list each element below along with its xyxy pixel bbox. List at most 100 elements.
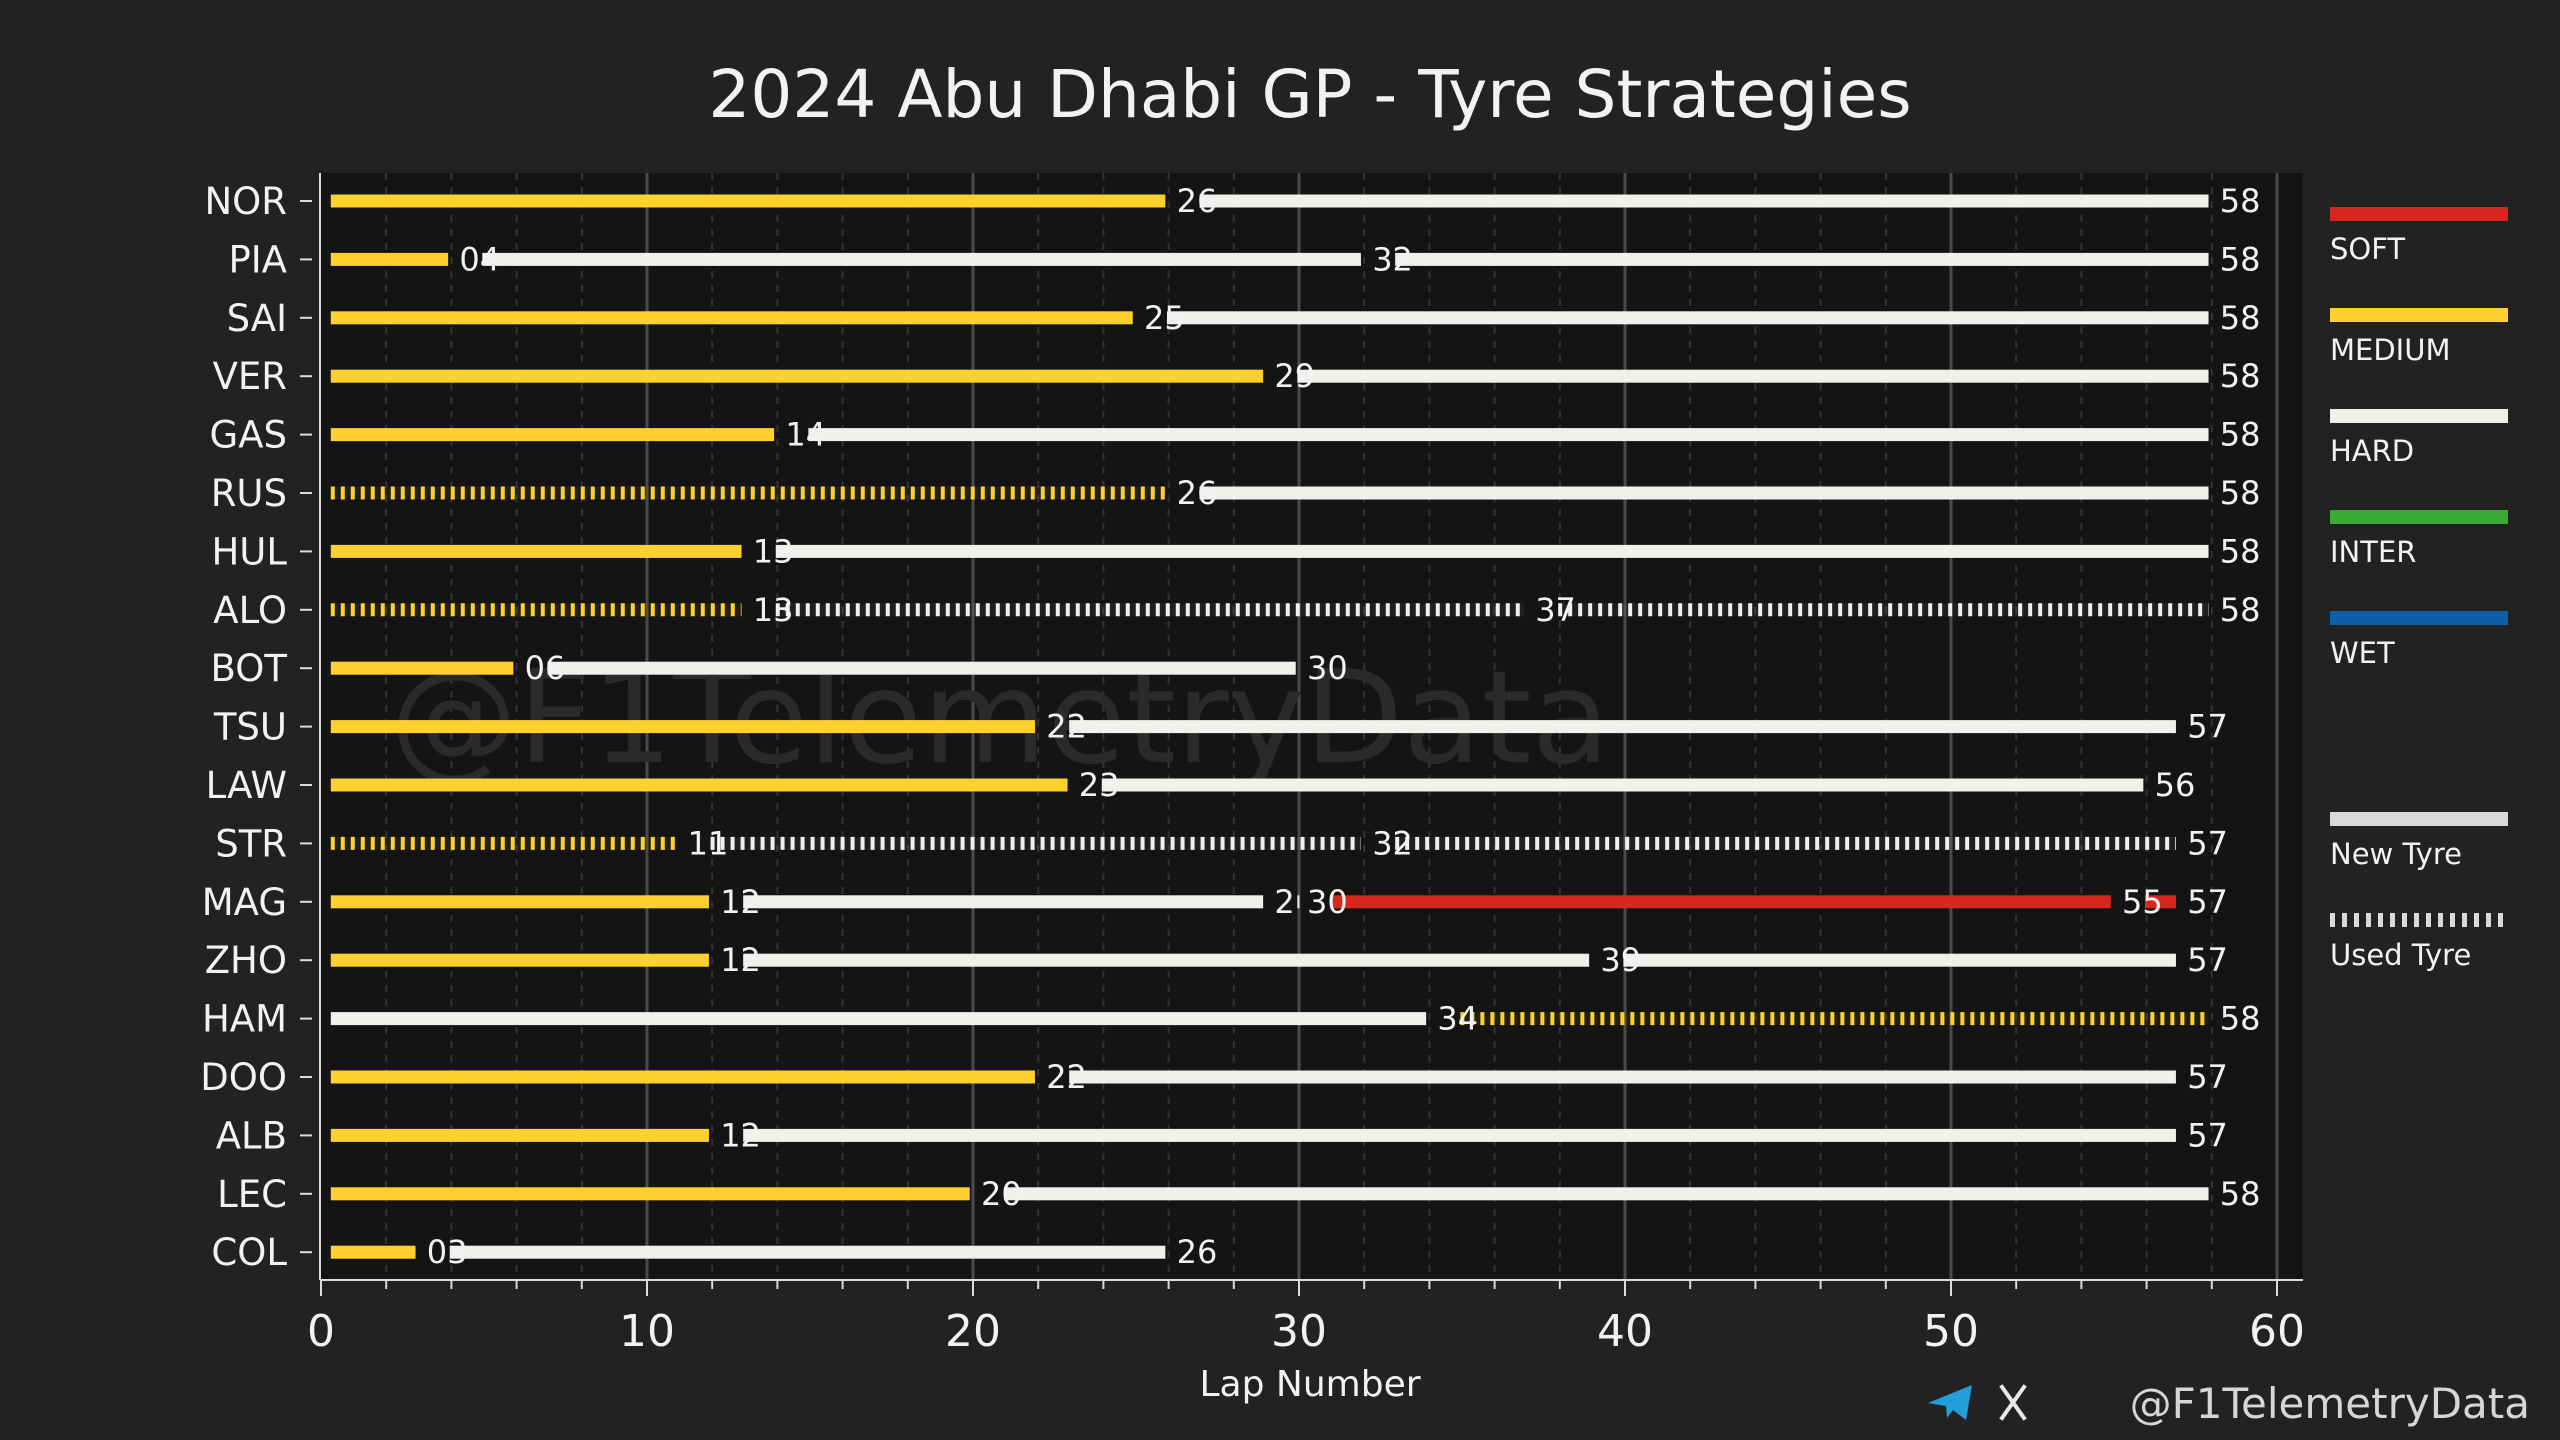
stint-bar-new xyxy=(330,369,1264,383)
lap-label: 30 xyxy=(1307,883,1348,921)
footer-handle: @F1TelemetryData xyxy=(1928,1379,2530,1428)
lap-label: 22 xyxy=(1046,1058,1087,1096)
driver-label: ZHO xyxy=(205,939,287,982)
driver-label: BOT xyxy=(211,647,288,690)
lap-label: 26 xyxy=(1177,474,1218,512)
lap-label: 12 xyxy=(720,941,761,979)
stint-bar-new xyxy=(1329,895,2111,909)
stint-bar-new xyxy=(1069,1070,2176,1084)
driver-label: PIA xyxy=(228,238,287,281)
legend-label-new: New Tyre xyxy=(2330,837,2462,871)
legend-label: SOFT xyxy=(2330,232,2405,266)
lap-label: 58 xyxy=(2220,416,2261,454)
legend-label: WET xyxy=(2330,636,2395,670)
legend-label-used: Used Tyre xyxy=(2330,938,2471,972)
driver-label: TSU xyxy=(213,706,287,749)
legend-label: MEDIUM xyxy=(2330,333,2450,367)
legend-swatch xyxy=(2330,308,2508,322)
lap-label: 12 xyxy=(720,1116,761,1154)
legend-swatch xyxy=(2330,409,2508,423)
stint-bar-new xyxy=(330,720,1035,734)
stint-bar-new xyxy=(1297,369,2209,383)
legend-label: INTER xyxy=(2330,535,2416,569)
lap-labels: 26 58 04 32 58 25 58 29 58 14 58 26 58 13 58 13 37 58 06 30… xyxy=(427,182,2261,1271)
lap-label: 26 xyxy=(1177,182,1218,220)
stint-bar-new xyxy=(743,1128,2176,1142)
stint-bar-used-base xyxy=(330,486,1166,500)
lap-label: 32 xyxy=(1372,240,1413,278)
stint-bar-new xyxy=(330,1245,416,1259)
lap-label: 32 xyxy=(1372,824,1413,862)
stint-bar-new xyxy=(1003,1187,2209,1201)
lap-label: 34 xyxy=(1437,1000,1478,1038)
stint-bar-new xyxy=(330,194,1166,208)
stint-bar-new xyxy=(449,1245,1166,1259)
legend-swatch xyxy=(2330,611,2508,625)
stint-bar-new xyxy=(330,953,709,967)
lap-label: 58 xyxy=(2220,532,2261,570)
lap-label: 14 xyxy=(785,416,826,454)
x-logo-icon xyxy=(1999,1384,2027,1421)
stint-bar-new xyxy=(330,1070,1035,1084)
stint-bar-new xyxy=(330,1187,970,1201)
legend: SOFT MEDIUM HARD INTER WET New Tyre Used Tyre xyxy=(2330,207,2508,972)
footer-handle-text: @F1TelemetryData xyxy=(2130,1379,2530,1428)
stint-bar-new xyxy=(1166,311,2209,325)
stint-bar-new xyxy=(808,428,2209,442)
lap-label: 57 xyxy=(2187,708,2228,746)
stint-bar-new xyxy=(1101,778,2144,792)
lap-label: 57 xyxy=(2187,941,2228,979)
lap-label: 58 xyxy=(2220,299,2261,337)
driver-label: RUS xyxy=(211,472,287,515)
lap-label: 23 xyxy=(1079,766,1120,804)
telegram-icon xyxy=(1928,1385,1972,1420)
stint-bar-new xyxy=(1069,720,2176,734)
stint-bar-new xyxy=(743,953,1590,967)
lap-label: 12 xyxy=(720,883,761,921)
driver-label: ALB xyxy=(216,1114,287,1157)
stint-bar-new xyxy=(330,311,1133,325)
stint-bar-new xyxy=(1623,953,2176,967)
stint-bar-new xyxy=(330,428,775,442)
stint-bar-new xyxy=(775,544,2209,558)
stint-bar-new xyxy=(330,1128,709,1142)
x-tick-label: 60 xyxy=(2249,1306,2305,1357)
legend-swatch-new xyxy=(2330,812,2508,826)
lap-label: 55 xyxy=(2122,883,2163,921)
lap-label: 25 xyxy=(1144,299,1185,337)
driver-label: LEC xyxy=(217,1173,287,1216)
driver-label: GAS xyxy=(210,414,287,457)
stint-bar-new xyxy=(330,778,1068,792)
x-tick-label: 10 xyxy=(619,1306,675,1357)
lap-label: 58 xyxy=(2220,1175,2261,1213)
x-tick-label: 0 xyxy=(307,1306,335,1357)
legend-swatch xyxy=(2330,207,2508,221)
stint-bar-new xyxy=(330,1012,1427,1026)
stint-bar-new xyxy=(2144,895,2176,909)
stint-bar-new xyxy=(1395,252,2209,266)
driver-label: HUL xyxy=(211,530,287,573)
driver-label: COL xyxy=(211,1231,287,1274)
lap-label: 30 xyxy=(1307,649,1348,687)
x-tick-label: 40 xyxy=(1597,1306,1653,1357)
lap-label: 56 xyxy=(2155,766,2196,804)
lap-label: 26 xyxy=(1177,1233,1218,1271)
x-axis-title: Lap Number xyxy=(1199,1364,1420,1405)
stint-bar-new xyxy=(330,544,742,558)
stint-bar-new xyxy=(547,661,1296,675)
lap-label: 13 xyxy=(753,591,794,629)
lap-label: 11 xyxy=(688,824,729,862)
lap-label: 39 xyxy=(1600,941,1641,979)
stint-bar-new xyxy=(330,661,514,675)
stint-bars xyxy=(330,194,2209,1259)
lap-label: 2 xyxy=(1274,883,1294,921)
chart-title: 2024 Abu Dhabi GP - Tyre Strategies xyxy=(708,56,1911,133)
driver-label: ALO xyxy=(213,589,287,632)
lap-label: 22 xyxy=(1046,708,1087,746)
driver-label: MAG xyxy=(202,881,287,924)
lap-label: 58 xyxy=(2220,591,2261,629)
x-tick-label: 30 xyxy=(1271,1306,1327,1357)
x-tick-label: 50 xyxy=(1923,1306,1979,1357)
stint-bar-new xyxy=(1297,895,1300,909)
